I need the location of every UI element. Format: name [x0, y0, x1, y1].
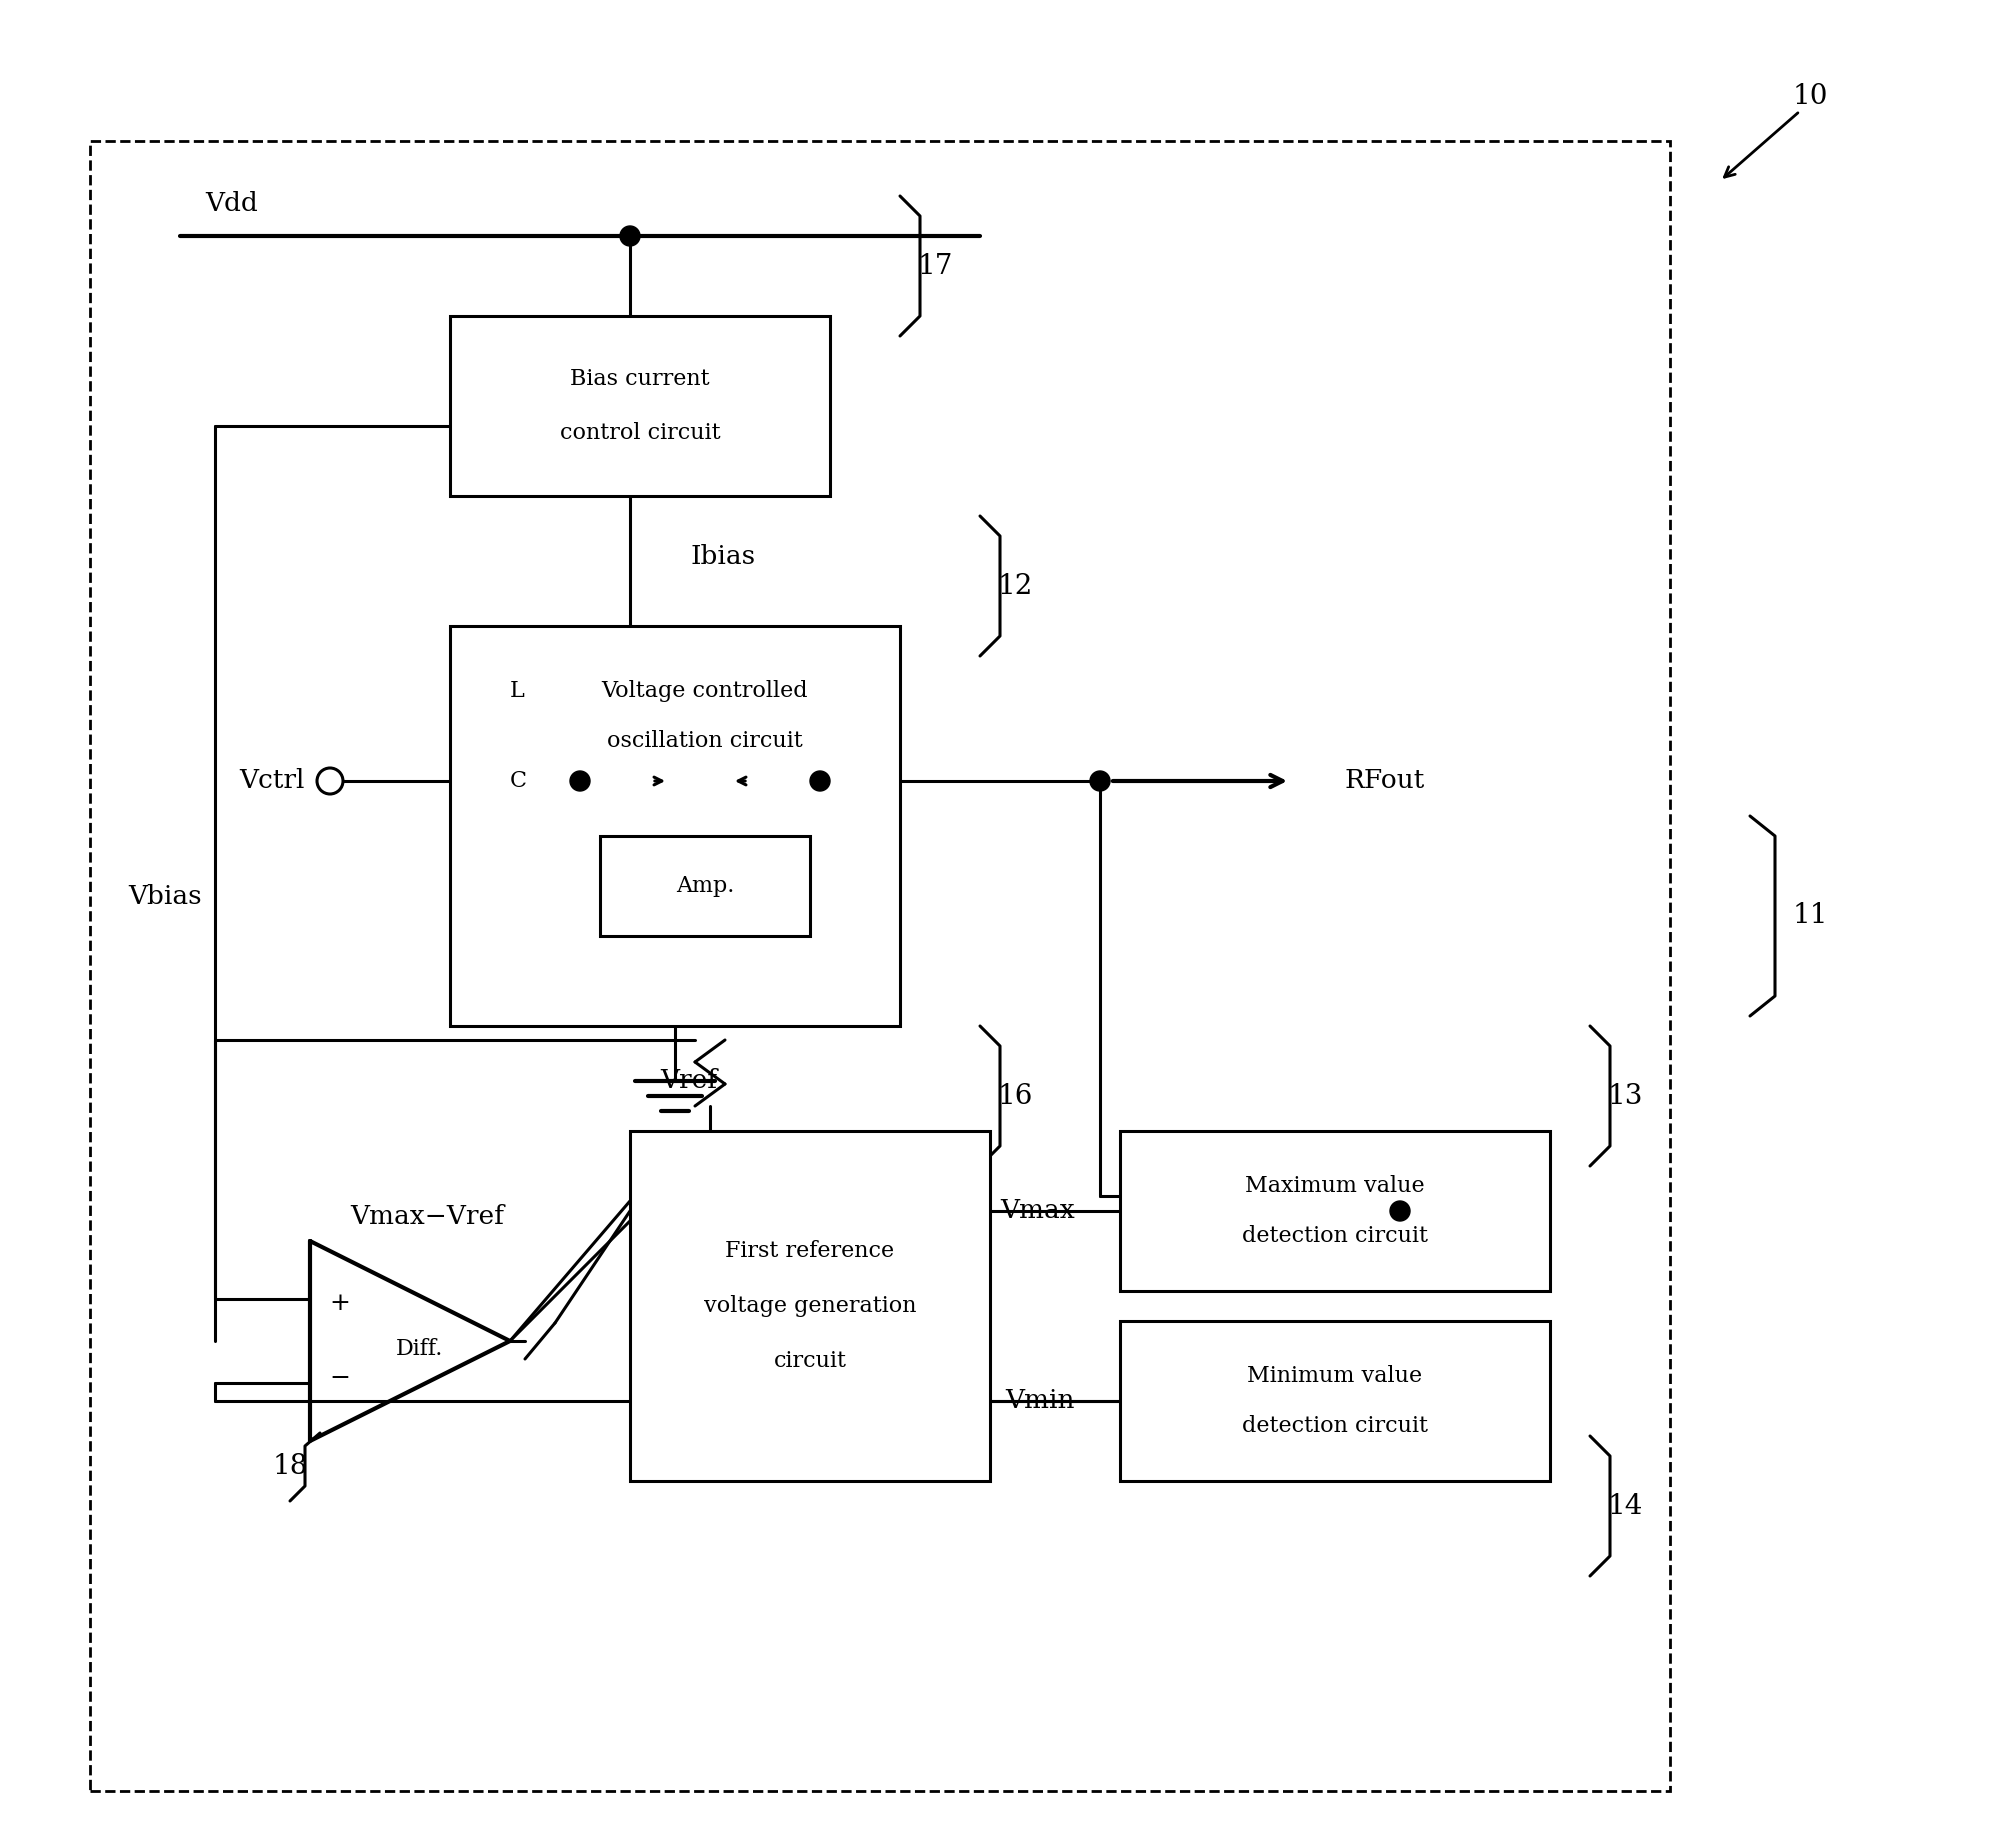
Text: Vctrl: Vctrl [239, 768, 305, 794]
Bar [1119, 1132, 1550, 1290]
Bar [630, 1132, 990, 1480]
Text: −: − [329, 1368, 351, 1390]
Text: Amp.: Amp. [676, 875, 734, 897]
Text: Vdd: Vdd [205, 192, 257, 216]
Text: 14: 14 [1606, 1493, 1642, 1519]
Circle shape [569, 772, 589, 790]
Circle shape [1089, 772, 1109, 790]
Text: C: C [509, 770, 527, 792]
Bar [449, 316, 830, 497]
Circle shape [620, 225, 640, 246]
Text: 13: 13 [1606, 1082, 1642, 1109]
Circle shape [810, 772, 830, 790]
Text: L: L [509, 679, 525, 701]
Text: circuit: circuit [774, 1349, 846, 1372]
Text: oscillation circuit: oscillation circuit [608, 729, 802, 751]
Text: Diff.: Diff. [397, 1338, 443, 1361]
Bar [90, 140, 1670, 1791]
Text: Vbias: Vbias [128, 884, 203, 908]
Text: Vmax: Vmax [1000, 1198, 1075, 1224]
Text: RFout: RFout [1343, 768, 1424, 794]
Text: First reference: First reference [726, 1241, 894, 1263]
Text: Ibias: Ibias [690, 543, 754, 569]
Bar [599, 836, 810, 936]
Text: detection circuit: detection circuit [1241, 1416, 1428, 1436]
Text: detection circuit: detection circuit [1241, 1226, 1428, 1248]
Text: Bias current: Bias current [569, 367, 710, 390]
Text: +: + [329, 1292, 351, 1314]
Text: voltage generation: voltage generation [704, 1296, 916, 1316]
Text: Voltage controlled: Voltage controlled [602, 679, 808, 701]
Text: Vref: Vref [660, 1069, 716, 1093]
Bar [449, 626, 900, 1026]
Text: 11: 11 [1790, 903, 1827, 930]
Text: 10: 10 [1790, 83, 1827, 109]
Text: 18: 18 [273, 1453, 307, 1479]
Text: 17: 17 [916, 253, 952, 279]
Text: Maximum value: Maximum value [1245, 1176, 1424, 1196]
Text: Vmax−Vref: Vmax−Vref [349, 1204, 503, 1228]
Text: control circuit: control circuit [559, 423, 720, 445]
Circle shape [1389, 1202, 1410, 1220]
Text: 16: 16 [996, 1082, 1033, 1109]
Text: Minimum value: Minimum value [1247, 1364, 1422, 1386]
Text: Vmin: Vmin [1005, 1388, 1075, 1414]
Bar [1119, 1322, 1550, 1480]
Text: 12: 12 [996, 572, 1033, 600]
